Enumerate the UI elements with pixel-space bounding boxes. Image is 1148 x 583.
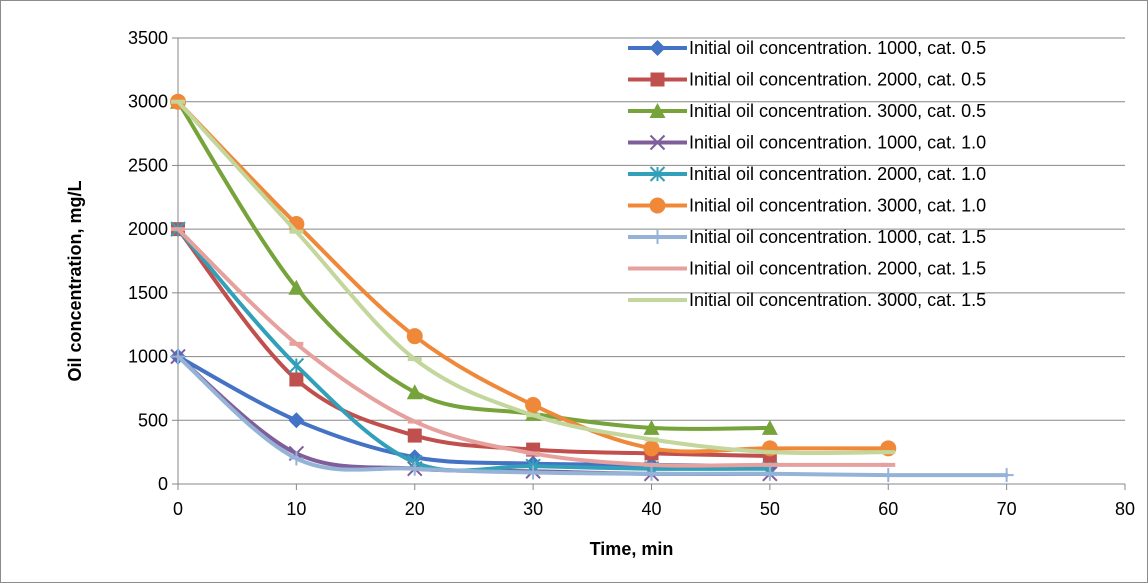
legend-marker <box>650 230 665 244</box>
data-point-marker <box>881 468 896 483</box>
data-point-marker <box>643 440 660 457</box>
series-line <box>176 99 772 431</box>
x-tick-label: 20 <box>405 499 425 519</box>
legend-marker <box>649 166 666 182</box>
legend-label: Initial oil concentration. 2000, cat. 1.… <box>689 259 986 279</box>
data-point-marker <box>407 461 422 476</box>
y-tick-label: 0 <box>158 474 168 494</box>
y-tick-label: 3000 <box>128 92 168 112</box>
x-tick-label: 0 <box>173 499 183 519</box>
legend: Initial oil concentration. 1000, cat. 0.… <box>628 38 986 310</box>
data-point-marker <box>406 384 423 400</box>
legend-label: Initial oil concentration. 3000, cat. 1.… <box>689 290 986 310</box>
legend-label: Initial oil concentration. 1000, cat. 1.… <box>689 133 986 153</box>
x-tick-label: 50 <box>760 499 780 519</box>
data-point-marker <box>526 465 541 480</box>
legend-item: Initial oil concentration. 1000, cat. 1.… <box>628 227 986 247</box>
x-tick-label: 40 <box>641 499 661 519</box>
legend-label: Initial oil concentration. 2000, cat. 1.… <box>689 164 986 184</box>
y-tick-label: 1500 <box>128 283 168 303</box>
series-3 <box>170 93 778 435</box>
data-point-marker <box>999 468 1014 483</box>
y-tick-label: 500 <box>138 410 168 430</box>
x-tick-label: 60 <box>878 499 898 519</box>
legend-marker <box>649 40 666 56</box>
legend-label: Initial oil concentration. 1000, cat. 1.… <box>689 227 986 247</box>
series-6 <box>170 93 897 457</box>
series-9 <box>171 99 896 456</box>
legend-marker <box>649 197 666 214</box>
series-7 <box>171 349 1014 483</box>
data-point-marker <box>762 466 777 481</box>
data-point-marker <box>644 466 659 481</box>
data-point-marker <box>643 419 660 435</box>
y-tick-label: 3500 <box>128 28 168 48</box>
legend-label: Initial oil concentration. 3000, cat. 0.… <box>689 101 986 121</box>
legend-label: Initial oil concentration. 3000, cat. 1.… <box>689 196 986 216</box>
x-tick-label: 30 <box>523 499 543 519</box>
series-8 <box>171 227 896 468</box>
data-point-marker <box>525 396 542 413</box>
y-tick-label: 1000 <box>128 347 168 367</box>
legend-label: Initial oil concentration. 1000, cat. 0.… <box>689 38 986 58</box>
data-point-marker <box>289 451 304 466</box>
data-point-marker <box>288 279 305 295</box>
x-tick-label: 10 <box>286 499 306 519</box>
y-axis-title: Oil concentration, mg/L <box>65 180 85 381</box>
data-point-marker <box>406 328 423 345</box>
legend-item: Initial oil concentration. 2000, cat. 1.… <box>628 164 986 184</box>
legend-item: Initial oil concentration. 3000, cat. 1.… <box>628 290 986 310</box>
legend-item: Initial oil concentration. 1000, cat. 0.… <box>628 38 986 58</box>
x-tick-label: 80 <box>1115 499 1135 519</box>
data-point-marker <box>289 372 304 387</box>
legend-marker <box>649 134 666 151</box>
data-point-marker <box>761 419 778 435</box>
legend-item: Initial oil concentration. 2000, cat. 1.… <box>628 259 986 279</box>
legend-marker <box>649 103 666 118</box>
legend-marker <box>650 72 665 87</box>
data-point-marker <box>407 428 422 443</box>
data-point-marker <box>171 349 185 364</box>
legend-item: Initial oil concentration. 3000, cat. 0.… <box>628 101 986 121</box>
y-tick-label: 2500 <box>128 155 168 175</box>
series-line <box>176 227 772 458</box>
series-2 <box>171 222 777 463</box>
y-tick-label: 2000 <box>128 219 168 239</box>
x-axis-title: Time, min <box>590 539 674 559</box>
legend-item: Initial oil concentration. 1000, cat. 1.… <box>628 133 986 153</box>
legend-label: Initial oil concentration. 2000, cat. 0.… <box>689 70 986 90</box>
x-tick-label: 70 <box>997 499 1017 519</box>
legend-item: Initial oil concentration. 3000, cat. 1.… <box>628 196 986 216</box>
data-point-marker <box>288 357 305 374</box>
legend-marker-stroke <box>649 134 666 151</box>
data-point-marker <box>288 412 305 429</box>
legend-item: Initial oil concentration. 2000, cat. 0.… <box>628 70 986 90</box>
